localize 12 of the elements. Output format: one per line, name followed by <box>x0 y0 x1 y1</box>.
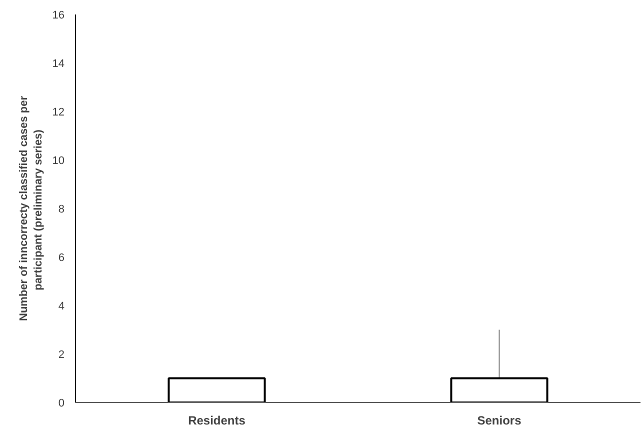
y-tick-label: 2 <box>58 349 65 361</box>
y-tick-label: 10 <box>52 155 65 167</box>
x-tick-label: Residents <box>188 414 246 428</box>
y-axis-title: Number of inncorrecty classified cases per participant (preliminary series) <box>18 95 44 321</box>
y-tick-label: 6 <box>58 252 65 264</box>
y-tick-label: 0 <box>58 398 65 410</box>
x-tick-label: Seniors <box>477 414 522 428</box>
y-tick-label: 8 <box>58 204 65 216</box>
y-tick-label: 4 <box>58 300 65 312</box>
y-tick-label: 16 <box>52 10 65 22</box>
y-tick-label: 14 <box>52 58 65 70</box>
y-tick-label: 12 <box>52 106 65 118</box>
